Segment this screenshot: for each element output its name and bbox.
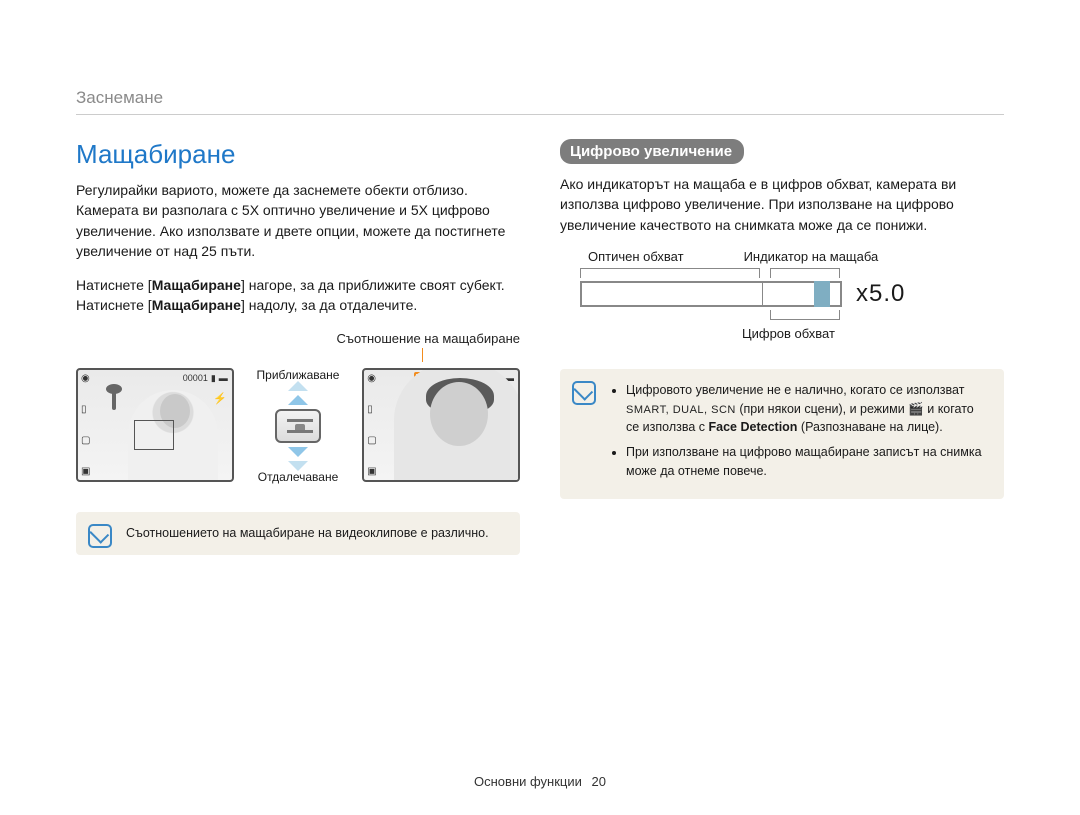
- zoom-figure: ◉ ▯ ▢ ▣ 00001 ▮ ▬ ⚡: [76, 368, 520, 484]
- streetlamp-graphic: [106, 388, 122, 416]
- bold-term: Мащабиране: [152, 277, 241, 293]
- diagram-top-labels: Оптичен обхват Индикатор на мащаба: [588, 249, 994, 264]
- ratio-label-wrap: Съотношение на мащабиране: [76, 330, 520, 362]
- mode-icon: ▢: [81, 435, 95, 446]
- page-title: Мащабиране: [76, 139, 520, 170]
- text: ] надолу, за да отдалечите.: [241, 297, 417, 313]
- focus-box: [134, 420, 174, 450]
- text: (Разпознаване на лице).: [797, 420, 942, 434]
- zoom-out-label: Отдалечаване: [258, 470, 339, 484]
- optical-segment: [582, 283, 762, 305]
- zoom-bar: x5.0: [580, 280, 994, 308]
- section-header: Заснемане: [76, 88, 1004, 115]
- page-number: 20: [592, 774, 606, 789]
- digital-segment: [762, 283, 822, 305]
- arrow-up-icon: [288, 395, 308, 405]
- digital-range-label: Цифров обхват: [742, 326, 994, 341]
- note-text: Съотношението на мащабиране на видеоклип…: [126, 526, 489, 540]
- optical-range-label: Оптичен обхват: [588, 249, 684, 264]
- preview-left-icons: ◉ ▯ ▢ ▣: [81, 373, 95, 477]
- zoom-control-graphic: Приближаване Отдалечаване: [244, 368, 352, 484]
- instruction-paragraph: Натиснете [Мащабиране] нагоре, за да при…: [76, 275, 520, 316]
- mode-icon: ▯: [81, 404, 95, 415]
- person-head: [430, 382, 488, 446]
- right-column: Цифрово увеличение Ако индикаторът на ма…: [560, 139, 1004, 555]
- page-footer: Основни функции 20: [0, 774, 1080, 789]
- mode-icon: ▯: [367, 404, 381, 415]
- preview-top-icons: 00001 ▮ ▬: [183, 373, 228, 384]
- zoom-in-label: Приближаване: [257, 368, 340, 382]
- note-box: Цифровото увеличение не е налично, когат…: [560, 369, 1004, 499]
- zoom-marker: [814, 281, 830, 307]
- mode-icon: ▣: [81, 466, 95, 477]
- camera-icon: ◉: [81, 373, 95, 384]
- mode-icons-text: SMART, DUAL, SCN: [626, 404, 736, 416]
- digital-zoom-paragraph: Ако индикаторът на мащаба е в цифров обх…: [560, 174, 1004, 235]
- flash-icon: ⚡: [213, 392, 227, 405]
- note-box: Съотношението на мащабиране на видеоклип…: [76, 512, 520, 555]
- counter: 00001: [183, 373, 208, 383]
- zoom-value-text: x5.0: [856, 280, 905, 308]
- note-list-item: Цифровото увеличение не е налично, когат…: [626, 381, 990, 437]
- zoom-indicator-label: Индикатор на мащаба: [744, 249, 879, 264]
- arrow-down-icon: [288, 447, 308, 457]
- battery-icon: ▬: [219, 373, 228, 383]
- note-icon: [88, 524, 112, 548]
- zoom-rocker-button: [275, 409, 321, 443]
- left-column: Мащабиране Регулирайки вариото, можете д…: [76, 139, 520, 555]
- zoom-indicator-diagram: Оптичен обхват Индикатор на мащаба x5.0 …: [560, 249, 1004, 341]
- text: Натиснете [: [76, 277, 152, 293]
- sd-icon: ▮: [211, 373, 216, 384]
- bracket-top: [580, 268, 874, 280]
- preview-left-icons: ◉ ▯ ▢ ▣: [367, 373, 381, 477]
- manual-page: Заснемане Мащабиране Регулирайки вариото…: [0, 0, 1080, 555]
- bracket-bottom: [580, 310, 994, 322]
- text: Цифровото увеличение не е налично, когат…: [626, 383, 964, 397]
- arrow-up-icon: [288, 381, 308, 391]
- bold-term: Мащабиране: [152, 297, 241, 313]
- footer-label: Основни функции: [474, 774, 582, 789]
- intro-paragraph: Регулирайки вариото, можете да заснемете…: [76, 180, 520, 261]
- mode-icon: ▢: [367, 435, 381, 446]
- camera-icon: ◉: [367, 373, 381, 384]
- note-icon: [572, 381, 596, 405]
- pointer-line: [422, 348, 520, 362]
- note-list-item: При използване на цифрово мащабиране зап…: [626, 443, 990, 481]
- zoom-ratio-label: Съотношение на мащабиране: [337, 331, 520, 346]
- mode-icon: ▣: [367, 466, 381, 477]
- bold-term: Face Detection: [709, 420, 798, 434]
- camera-preview-zoomed: ◉ ▯ ▢ ▣ x5.0 00001 ▮ ▬ ⚡: [362, 368, 520, 482]
- camera-preview-wide: ◉ ▯ ▢ ▣ 00001 ▮ ▬ ⚡: [76, 368, 234, 482]
- subsection-pill: Цифрово увеличение: [560, 139, 744, 164]
- note-list: Цифровото увеличение не е налично, когат…: [610, 381, 990, 481]
- two-column-layout: Мащабиране Регулирайки вариото, можете д…: [76, 139, 1004, 555]
